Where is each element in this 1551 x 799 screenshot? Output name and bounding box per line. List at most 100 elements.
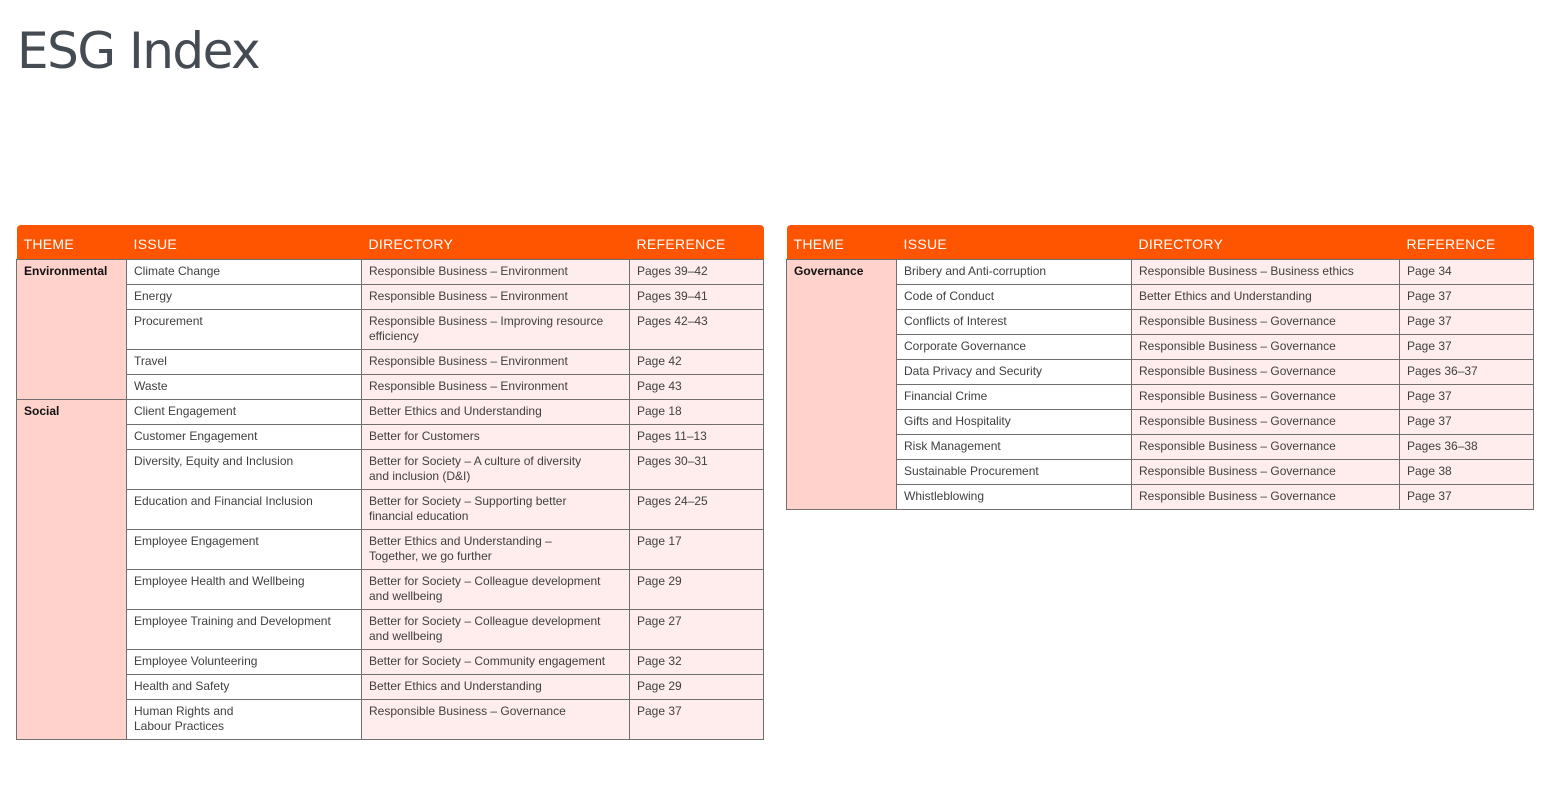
- reference-cell: Page 37: [1399, 408, 1534, 435]
- table-row: Corporate Governance Responsible Business…: [787, 333, 1534, 360]
- issue-cell: Sustainable Procurement: [896, 458, 1132, 485]
- issue-cell: Client Engagement: [126, 398, 362, 425]
- issue-cell: Data Privacy and Security: [896, 358, 1132, 385]
- table-row: Employee Health and Wellbeing Better for …: [17, 568, 764, 610]
- issue-cell: Employee Training and Development: [126, 608, 362, 650]
- directory-cell: Responsible Business – Governance: [1131, 308, 1400, 335]
- reference-cell: Pages 39–42: [629, 258, 764, 285]
- reference-cell: Pages 36–37: [1399, 358, 1534, 385]
- issue-cell: Employee Engagement: [126, 528, 362, 570]
- issue-cell: Human Rights and Labour Practices: [126, 698, 362, 740]
- table-row: Data Privacy and Security Responsible Bus…: [787, 358, 1534, 385]
- table-row: Procurement Responsible Business – Improv…: [17, 308, 764, 350]
- reference-cell: Pages 36–38: [1399, 433, 1534, 460]
- issue-cell: Procurement: [126, 308, 362, 350]
- table-row: Diversity, Equity and Inclusion Better fo…: [17, 448, 764, 490]
- issue-cell: Waste: [126, 373, 362, 400]
- header-directory: DIRECTORY: [1131, 225, 1400, 259]
- directory-cell: Responsible Business – Environment: [361, 258, 630, 285]
- table-row: Energy Responsible Business – Environment…: [17, 283, 764, 310]
- reference-cell: Pages 24–25: [629, 488, 764, 530]
- reference-cell: Page 32: [629, 648, 764, 675]
- header-reference: REFERENCE: [629, 225, 764, 259]
- issue-cell: Gifts and Hospitality: [896, 408, 1132, 435]
- reference-cell: Pages 42–43: [629, 308, 764, 350]
- header-theme: THEME: [16, 225, 127, 259]
- reference-cell: Page 37: [1399, 483, 1534, 510]
- directory-cell: Responsible Business – Governance: [1131, 433, 1400, 460]
- table-row: Education and Financial Inclusion Better …: [17, 488, 764, 530]
- table-row: Financial Crime Responsible Business – Go…: [787, 383, 1534, 410]
- directory-cell: Better Ethics and Understanding – Togethe…: [361, 528, 630, 570]
- header-theme: THEME: [786, 225, 897, 259]
- issue-cell: Financial Crime: [896, 383, 1132, 410]
- directory-cell: Responsible Business – Governance: [361, 698, 630, 740]
- reference-cell: Page 29: [629, 568, 764, 610]
- issue-cell: Travel: [126, 348, 362, 375]
- reference-cell: Page 42: [629, 348, 764, 375]
- directory-cell: Responsible Business – Governance: [1131, 483, 1400, 510]
- issue-cell: Employee Volunteering: [126, 648, 362, 675]
- table-row: Employee Volunteering Better for Society …: [17, 648, 764, 675]
- issue-cell: Climate Change: [126, 258, 362, 285]
- reference-cell: Page 29: [629, 673, 764, 700]
- esg-index-table-left: THEME ISSUE DIRECTORY REFERENCE Environm…: [16, 225, 764, 740]
- directory-cell: Better Ethics and Understanding: [361, 673, 630, 700]
- table-row: Conflicts of Interest Responsible Busines…: [787, 308, 1534, 335]
- table-row: Human Rights and Labour Practices Responsi…: [17, 698, 764, 740]
- issue-cell: Whistleblowing: [896, 483, 1132, 510]
- table-row: Whistleblowing Responsible Business – Gov…: [787, 483, 1534, 510]
- reference-cell: Page 43: [629, 373, 764, 400]
- table-row: Waste Responsible Business – Environment P…: [17, 373, 764, 400]
- reference-cell: Page 37: [1399, 308, 1534, 335]
- directory-cell: Better for Society – Colleague developme…: [361, 608, 630, 650]
- header-issue: ISSUE: [896, 225, 1132, 259]
- directory-cell: Responsible Business – Governance: [1131, 458, 1400, 485]
- directory-cell: Responsible Business – Environment: [361, 373, 630, 400]
- reference-cell: Page 27: [629, 608, 764, 650]
- directory-cell: Responsible Business – Business ethics: [1131, 258, 1400, 285]
- table-header-row: THEME ISSUE DIRECTORY REFERENCE: [786, 225, 1534, 259]
- reference-cell: Pages 11–13: [629, 423, 764, 450]
- table-row: Code of Conduct Better Ethics and Underst…: [787, 283, 1534, 310]
- reference-cell: Page 37: [1399, 333, 1534, 360]
- page-title: ESG Index: [17, 22, 261, 80]
- table-row: Governance Bribery and Anti-corruption Res…: [786, 258, 1534, 510]
- directory-cell: Better for Customers: [361, 423, 630, 450]
- directory-cell: Responsible Business – Environment: [361, 283, 630, 310]
- reference-cell: Pages 39–41: [629, 283, 764, 310]
- table-row: Employee Training and Development Better …: [17, 608, 764, 650]
- directory-cell: Better for Society – Supporting better fi…: [361, 488, 630, 530]
- theme-cell: Environmental: [16, 258, 127, 400]
- header-issue: ISSUE: [126, 225, 362, 259]
- table-body: Governance Bribery and Anti-corruption Res…: [786, 258, 1534, 510]
- header-directory: DIRECTORY: [361, 225, 630, 259]
- issue-cell: Diversity, Equity and Inclusion: [126, 448, 362, 490]
- reference-cell: Page 37: [629, 698, 764, 740]
- reference-cell: Page 17: [629, 528, 764, 570]
- directory-cell: Responsible Business – Environment: [361, 348, 630, 375]
- issue-cell: Bribery and Anti-corruption: [896, 258, 1132, 285]
- reference-cell: Page 37: [1399, 283, 1534, 310]
- table-row: Travel Responsible Business – Environment…: [17, 348, 764, 375]
- issue-cell: Corporate Governance: [896, 333, 1132, 360]
- reference-cell: Page 38: [1399, 458, 1534, 485]
- table-row: Customer Engagement Better for Customers P…: [17, 423, 764, 450]
- directory-cell: Better for Society – Community engagemen…: [361, 648, 630, 675]
- table-row: Risk Management Responsible Business – Go…: [787, 433, 1534, 460]
- directory-cell: Responsible Business – Governance: [1131, 358, 1400, 385]
- directory-cell: Better Ethics and Understanding: [361, 398, 630, 425]
- reference-cell: Page 18: [629, 398, 764, 425]
- reference-cell: Page 37: [1399, 383, 1534, 410]
- header-reference: REFERENCE: [1399, 225, 1534, 259]
- directory-cell: Responsible Business – Improving resourc…: [361, 308, 630, 350]
- issue-cell: Energy: [126, 283, 362, 310]
- directory-cell: Responsible Business – Governance: [1131, 333, 1400, 360]
- issue-cell: Risk Management: [896, 433, 1132, 460]
- table-row: Environmental Climate Change Responsible B…: [16, 258, 764, 400]
- directory-cell: Better for Society – Colleague developme…: [361, 568, 630, 610]
- theme-cell: Governance: [786, 258, 897, 510]
- table-row: Sustainable Procurement Responsible Busin…: [787, 458, 1534, 485]
- theme-cell: Social: [16, 398, 127, 740]
- directory-cell: Responsible Business – Governance: [1131, 408, 1400, 435]
